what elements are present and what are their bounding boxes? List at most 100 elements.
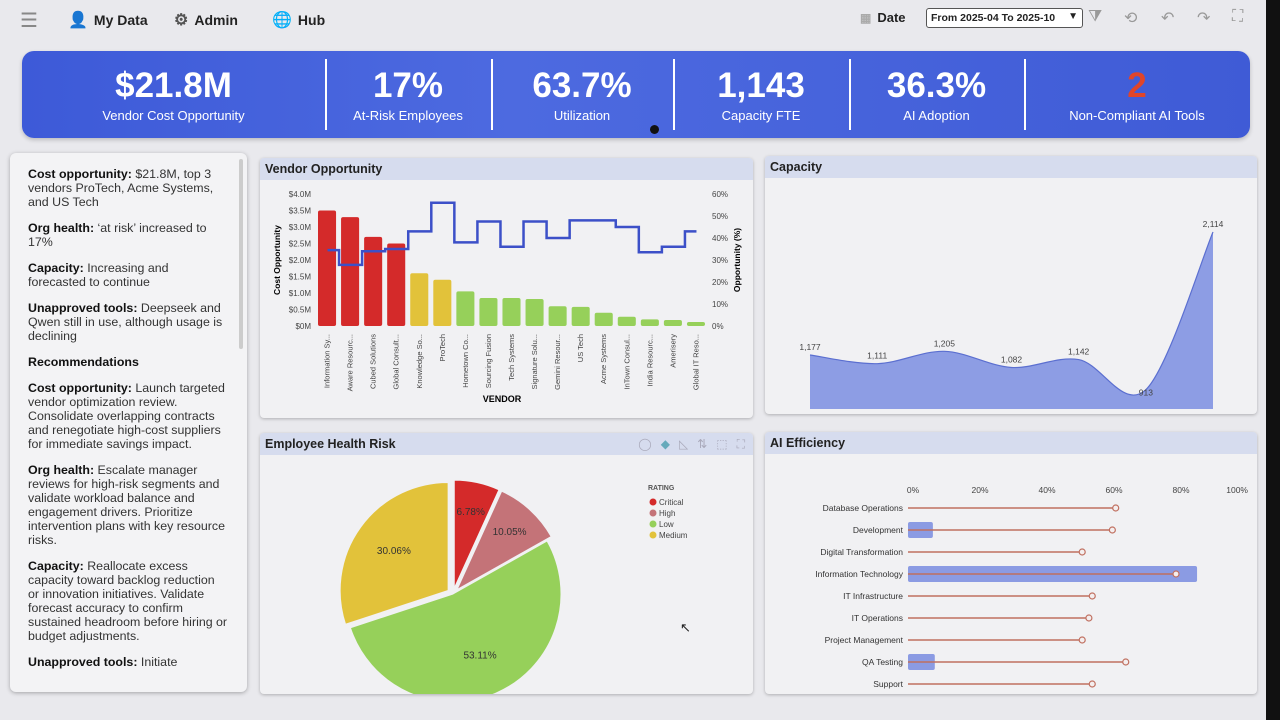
- opportunity-line: [327, 201, 697, 267]
- x-tick-label: Acme Systems: [599, 334, 608, 384]
- vendor-bar: [663, 320, 682, 326]
- kpi-value: $21.8M: [115, 66, 232, 105]
- vendor-opportunity-panel: Vendor Opportunity $0M $0.5M $1.0M $1.5M $2.…: [260, 158, 753, 418]
- y2-tick-label: 10%: [712, 300, 728, 309]
- vendor-bar: [479, 297, 498, 326]
- y-tick-label: $0.5M: [289, 306, 312, 315]
- x-tick-label: InTown Consul...: [622, 334, 631, 389]
- summary-item-title: Unapproved tools:: [28, 301, 138, 315]
- y-tick-label: $1.5M: [289, 273, 312, 282]
- focus-mode-icon[interactable]: ⛶: [736, 437, 745, 451]
- info-icon[interactable]: [650, 125, 659, 134]
- category-label: Development: [853, 525, 904, 535]
- summary-item: Unapproved tools: Deepseek and Qwen stil…: [28, 301, 229, 343]
- filter-clear-icon[interactable]: ⧩: [1088, 8, 1103, 25]
- summary-item-title: Org health:: [28, 221, 95, 235]
- category-label: Digital Transformation: [820, 547, 903, 557]
- y-tick-label: $2.5M: [289, 240, 312, 249]
- undo-icon[interactable]: ↶: [1161, 10, 1175, 27]
- kpi-label: Non-Compliant AI Tools: [1069, 108, 1205, 123]
- summary-item: Cost opportunity: $21.8M, top 3 vendors …: [28, 167, 229, 209]
- capacity-panel: Capacity 1,177Apr1,111May1,205Jun1,082Ju…: [765, 156, 1257, 424]
- visual-toolbar: ◯ ◆ ◺ ⇅ ⬚ ⛶: [638, 437, 745, 452]
- x-tick-label: Signature Solu...: [530, 334, 539, 389]
- date-label: Date: [877, 10, 906, 25]
- legend-label: Medium: [659, 531, 688, 540]
- mouse-cursor: ↖: [680, 620, 691, 635]
- drill-icon[interactable]: ⇅: [697, 437, 708, 451]
- legend-marker: [649, 509, 657, 517]
- panel-title: AI Efficiency: [765, 432, 1257, 454]
- vendor-bar: [387, 243, 406, 326]
- summary-item-title: Capacity:: [28, 559, 84, 573]
- y-axis-title: Cost Opportunity: [272, 225, 282, 295]
- redo-icon[interactable]: ↷: [1197, 10, 1211, 27]
- x-tick-label: Cubed Solutions: [369, 334, 378, 389]
- y2-tick-label: 0%: [712, 322, 724, 331]
- vendor-bar: [617, 316, 636, 326]
- slice-label: 53.11%: [463, 650, 496, 661]
- x-tick-label: Gemini Resour...: [553, 334, 562, 390]
- x-tick-label: Information Sy...: [323, 334, 332, 388]
- slice-label: 30.06%: [377, 546, 411, 557]
- nav-hub[interactable]: 🌐 Hub: [272, 10, 325, 30]
- top-tick-label: 20%: [971, 485, 988, 495]
- vendor-bar: [571, 306, 590, 326]
- fullscreen-icon[interactable]: ⛶: [1232, 8, 1244, 25]
- kpi-label: Capacity FTE: [721, 108, 801, 123]
- capacity-area: [810, 231, 1213, 409]
- lollipop-dot: [1122, 658, 1130, 666]
- slice-label: 10.05%: [493, 527, 527, 538]
- x-axis-title: VENDOR: [483, 394, 522, 404]
- panel-title: Employee Health Risk: [260, 433, 753, 455]
- summary-panel: Cost opportunity: $21.8M, top 3 vendors …: [10, 153, 247, 692]
- spotlight-icon[interactable]: ◯: [638, 437, 652, 451]
- vendor-bar: [433, 279, 452, 326]
- x-tick-label: US Tech: [576, 334, 585, 362]
- pie-slice: [453, 479, 500, 589]
- slice-label: 6.78%: [457, 507, 485, 518]
- y2-tick-label: 30%: [712, 256, 728, 265]
- employee-health-risk-panel: Employee Health Risk ◯ ◆ ◺ ⇅ ⬚ ⛶ 6.78% 10.05% 5…: [260, 433, 753, 703]
- x-tick-label: Sourcing Fusion: [484, 334, 493, 388]
- kpi-vendor-cost: $21.8M Vendor Cost Opportunity: [22, 51, 325, 138]
- pie-slice: [349, 540, 562, 703]
- y2-tick-label: 60%: [712, 190, 728, 199]
- summary-item-title: Org health:: [28, 463, 95, 477]
- nav-label: My Data: [93, 12, 148, 28]
- summary-item-text: Increasing and forecasted to continue: [28, 261, 169, 289]
- y2-tick-label: 50%: [712, 212, 728, 221]
- nav-admin[interactable]: ⚙ Admin: [174, 10, 238, 30]
- date-range-select[interactable]: From 2025-04 To 2025-10 ▼: [926, 8, 1083, 28]
- summary-item-text: Deepseek and Qwen still in use, although…: [28, 301, 223, 343]
- capacity-line: [809, 231, 1214, 396]
- hamburger-icon[interactable]: ☰: [20, 10, 38, 32]
- panel-title: Vendor Opportunity: [260, 158, 753, 180]
- ai-efficiency-chart: 0%20%40%60%80%100%0.0050.00100.00150.002…: [815, 485, 1264, 707]
- x-tick-label: Amerisery: [668, 334, 677, 368]
- data-label: 1,111: [867, 351, 887, 361]
- summary-item-text: Launch targeted vendor optimization revi…: [28, 381, 225, 451]
- y-tick-label: $4.0M: [289, 190, 312, 199]
- select-icon[interactable]: ⬚: [716, 437, 728, 451]
- kpi-value: 63.7%: [532, 66, 632, 105]
- kpi-label: Utilization: [553, 108, 611, 123]
- format-icon[interactable]: ◆: [660, 437, 670, 451]
- y-tick-label: $3.5M: [289, 207, 312, 216]
- globe-icon: 🌐: [272, 12, 292, 29]
- vendor-bar: [456, 291, 475, 326]
- reset-icon[interactable]: ⟲: [1124, 10, 1138, 27]
- y2-tick-label: 40%: [712, 234, 728, 243]
- scrollbar[interactable]: [239, 159, 243, 349]
- vendor-bar: [686, 322, 705, 326]
- nav-my-data[interactable]: 👤 My Data: [68, 10, 148, 30]
- data-label: 1,142: [1068, 347, 1090, 357]
- legend-marker: [649, 531, 657, 539]
- summary-item-text: ‘at risk’ increased to 17%: [28, 221, 207, 249]
- analytics-icon[interactable]: ◺: [678, 437, 689, 451]
- vendor-bar: [594, 312, 613, 326]
- lollipop-dot: [1172, 570, 1180, 578]
- calendar-icon: ▦: [860, 10, 872, 25]
- vendor-bar: [525, 298, 544, 326]
- y2-axis-title: Opportunity (%): [732, 228, 742, 292]
